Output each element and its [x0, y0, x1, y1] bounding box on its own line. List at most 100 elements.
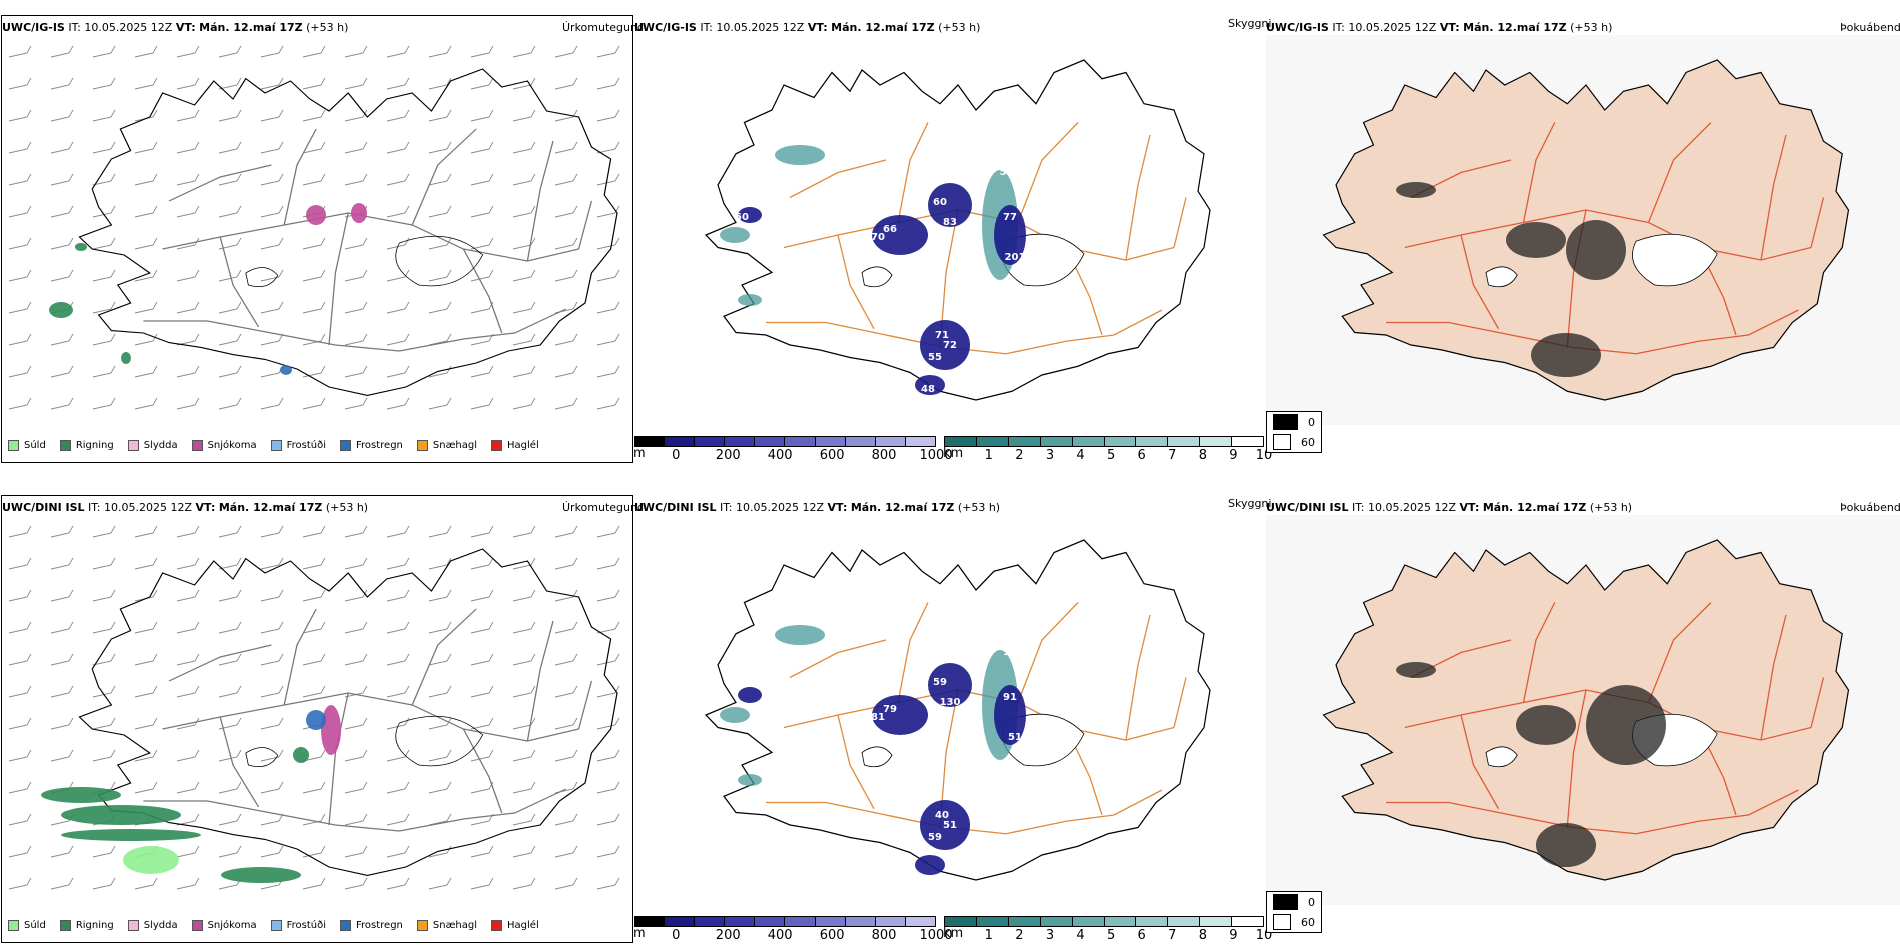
fog-map-label: Þokuábendi [1840, 501, 1900, 514]
wind-barb [596, 141, 620, 154]
wind-barb [176, 333, 200, 346]
fog-legend-label-0: 0 [1308, 415, 1315, 429]
road [143, 788, 567, 832]
fog-map-label: Þokuábendi [1840, 21, 1900, 34]
glacier [1485, 266, 1518, 288]
wind-barb [134, 653, 158, 666]
wind-barb [512, 77, 536, 90]
precip-area [351, 203, 367, 223]
wind-barb [428, 109, 452, 122]
wind-barb [554, 813, 578, 826]
wind-barb [8, 141, 32, 154]
precip-map [8, 525, 620, 890]
cloud-base-area [872, 215, 928, 255]
wind-barb [218, 749, 242, 762]
legend-swatch [127, 440, 139, 451]
glacier [1632, 233, 1718, 287]
wind-barb [176, 77, 200, 90]
fog-legend-swatch-1 [1273, 434, 1291, 450]
wind-barb [302, 749, 326, 762]
wind-barb [134, 173, 158, 186]
wind-barb [344, 525, 368, 538]
cloud-base-area [915, 855, 945, 875]
wind-barb [344, 109, 368, 122]
precip-area [280, 365, 292, 375]
colorbar-cell [755, 917, 786, 926]
wind-barb [428, 525, 452, 538]
precip-area [123, 846, 179, 874]
wind-barb [596, 365, 620, 378]
cloud-base-marker: 40 [798, 292, 812, 303]
legend-swatch [340, 440, 351, 451]
fog-area [1516, 705, 1576, 745]
wind-barb [50, 653, 74, 666]
wind-barb [470, 589, 494, 602]
road [219, 716, 260, 808]
cloud-base-area [928, 663, 972, 707]
wind-barb [50, 749, 74, 762]
colorbar-cell [725, 437, 756, 446]
wind-barb [386, 269, 410, 282]
wind-barb [176, 397, 200, 410]
wind-barb [176, 237, 200, 250]
legend-item: Slydda [127, 920, 178, 931]
wind-barb [596, 301, 620, 314]
wind-barb [596, 621, 620, 634]
cloud-base-marker: 59 [928, 832, 942, 843]
wind-barb [470, 77, 494, 90]
wind-barb [386, 877, 410, 890]
road [1404, 209, 1812, 261]
wind-barb [470, 301, 494, 314]
wind-barb [470, 653, 494, 666]
colorbar-tick: 3 [1045, 448, 1055, 463]
wind-barb [176, 173, 200, 186]
wind-barb [260, 781, 284, 794]
wind-barb [554, 525, 578, 538]
colorbar-cell [945, 437, 977, 446]
cloud-base-area [920, 320, 970, 370]
wind-barb [176, 685, 200, 698]
wind-barb [176, 45, 200, 58]
wind-barb [302, 877, 326, 890]
wind-barb [428, 77, 452, 90]
legend-item: Haglél [491, 920, 539, 931]
wind-barb [470, 173, 494, 186]
road [168, 644, 272, 682]
road [1760, 614, 1787, 741]
colorbar-cell [1232, 437, 1264, 446]
wind-barb [260, 237, 284, 250]
wind-barb [218, 557, 242, 570]
wind-barb [8, 781, 32, 794]
wind-barb [134, 525, 158, 538]
wind-barb [260, 621, 284, 634]
wind-barb [134, 141, 158, 154]
coastline [704, 59, 1211, 401]
wind-barb [554, 749, 578, 762]
colorbar-tick: 200 [715, 928, 741, 943]
cloud-base-marker: 91 [1003, 692, 1017, 703]
wind-barb [260, 205, 284, 218]
colorbar-tick: 800 [871, 448, 897, 463]
wind-barb [470, 557, 494, 570]
colorbar-tick: 8 [1198, 928, 1207, 943]
wind-barb [344, 589, 368, 602]
visibility-colorbar: 1 2 3 4 5 6 7 8 9 10 km [943, 916, 1272, 943]
wind-barb [176, 781, 200, 794]
wind-barb [176, 109, 200, 122]
fog-area [1396, 662, 1436, 678]
legend-swatch [491, 440, 503, 451]
wind-barb [554, 365, 578, 378]
legend-item: Frostregn [340, 920, 403, 931]
cloud-base-marker: 48 [921, 384, 935, 395]
legend-swatch [491, 920, 503, 931]
road [462, 248, 503, 334]
road [1017, 602, 1079, 703]
legend-item: Snæhagl [416, 440, 477, 451]
wind-barb [302, 333, 326, 346]
legend-swatch [127, 920, 139, 931]
wind-barb [8, 621, 32, 634]
wind-barb [92, 109, 116, 122]
wind-barb [512, 45, 536, 58]
wind-barb [302, 685, 326, 698]
road [577, 680, 593, 730]
